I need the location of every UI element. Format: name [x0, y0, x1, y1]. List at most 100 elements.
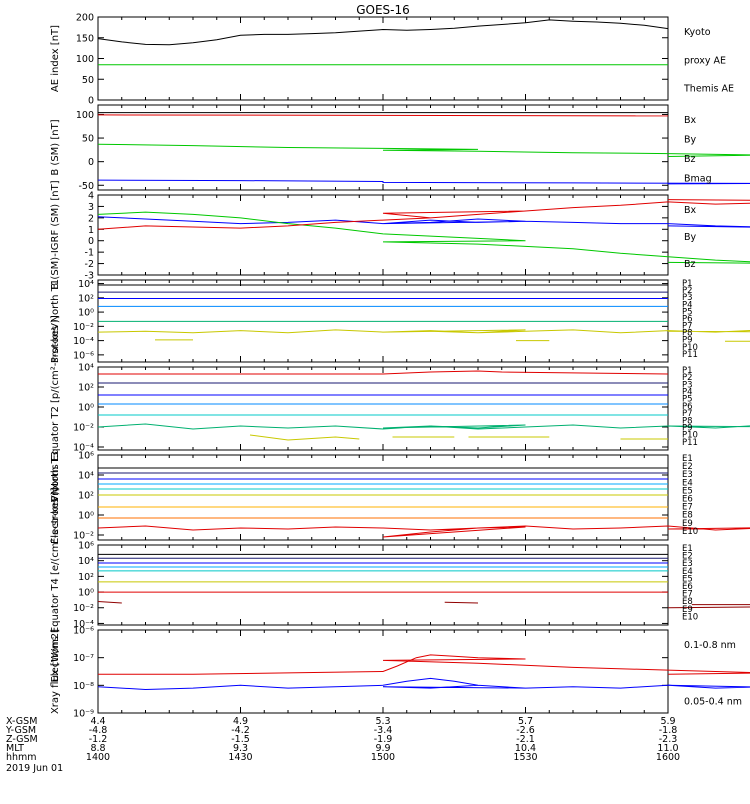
legend-entry: P3: [682, 380, 693, 390]
legend-entry: E9: [682, 605, 693, 615]
y-tick-label: 10⁴: [78, 363, 94, 374]
legend-entry: E8: [682, 597, 693, 607]
series-line: [97, 143, 750, 157]
series-line: [97, 19, 669, 46]
series-line: [97, 677, 750, 691]
series-line: [98, 370, 669, 375]
footer-value: -3.4: [374, 725, 393, 736]
y-tick-label: 10²: [78, 293, 94, 304]
y-tick-label: 10⁻²: [73, 322, 94, 333]
legend-entry: E1: [682, 454, 693, 464]
y-tick-label: 100: [76, 54, 94, 65]
y-tick-label: 10⁻²: [73, 603, 94, 614]
panel-5: 10⁴ 10² 10⁰ 10⁻² 10⁻⁴ Protons Equator T2 [p/(…: [50, 315, 750, 502]
legend-entry: proxy AE: [684, 55, 726, 66]
legend-entry: By: [684, 135, 697, 146]
y-tick-label: 10⁻⁹: [73, 709, 94, 720]
legend-entry: P1: [682, 366, 693, 376]
series-line: [97, 525, 750, 538]
footer-value: 10.4: [515, 743, 536, 754]
series-line: [98, 654, 750, 675]
legend-entry: By: [684, 232, 697, 243]
legend-entry: Bx: [684, 205, 697, 216]
legend-entry: E6: [682, 495, 693, 505]
footer-value: -1.5: [231, 734, 250, 745]
y-tick-label: 10²: [78, 383, 94, 394]
series-line: [249, 434, 360, 441]
panel-6: 10⁶ 10⁴ 10² 10⁰ 10⁻² Electrons North T3 E1E2E3…: [50, 451, 750, 544]
y-axis-label: Xray flux [W/m2]: [50, 629, 61, 714]
y-tick-label: 4: [88, 191, 94, 202]
y-tick-label: 10⁰: [78, 308, 94, 319]
y-tick-label: -1: [85, 248, 94, 259]
legend-entry: Bmag: [684, 174, 712, 185]
y-axis-label: Protons North T1: [50, 279, 61, 363]
footer-value: -4.8: [89, 725, 108, 736]
legend-entry: P4: [682, 388, 693, 398]
y-tick-label: -2: [85, 259, 94, 270]
legend-entry: Bz: [684, 154, 696, 165]
panel-1: 0 50 100 150 200 AE index [nT] Kyoto proxy AE Th…: [50, 13, 734, 107]
y-tick-label: 200: [76, 13, 94, 24]
series-line: [97, 211, 750, 264]
footer-value: 5.9: [660, 716, 675, 727]
y-tick-label: 10⁻⁴: [73, 443, 94, 454]
series-line: [97, 216, 750, 228]
footer-value: -4.2: [231, 725, 250, 736]
y-axis-label: Electrons Equator T4 [e/(cm²-s-sr-keV)]: [50, 487, 61, 682]
y-tick-label: 10⁰: [78, 511, 94, 522]
legend-entry: Bx: [684, 115, 697, 126]
legend-entry: E6: [682, 582, 693, 592]
footer-value: -2.3: [659, 734, 678, 745]
footer-value: 5.3: [375, 716, 390, 727]
footer-value: -1.9: [374, 734, 393, 745]
y-tick-label: 10⁴: [78, 556, 94, 567]
y-tick-label: 100: [76, 110, 94, 121]
legend-entry: E10: [682, 527, 698, 537]
legend-entry: P10: [682, 431, 698, 441]
footer-row-label: X-GSM: [6, 716, 37, 727]
legend-entry: E8: [682, 511, 693, 521]
footer-value: 1430: [228, 752, 252, 763]
legend-entry: P2: [682, 373, 693, 383]
legend-entry: E4: [682, 567, 693, 577]
legend-entry: Kyoto: [684, 27, 711, 38]
footer-value: 4.4: [90, 716, 105, 727]
footer-value: -2.6: [516, 725, 535, 736]
y-axis-label: Protons Equator T2 [p/(cm²-s-sr-keV)]: [50, 315, 61, 502]
legend-entry: P10: [682, 343, 698, 353]
y-tick-label: 10²: [78, 572, 94, 583]
y-axis-label: B (SM) [nT]: [50, 119, 61, 175]
series-line: [444, 601, 479, 604]
footer-row-label: Y-GSM: [5, 725, 36, 736]
footer-row-label: 2019 Jun 01: [6, 763, 63, 774]
footer-value: 4.9: [233, 716, 248, 727]
series-line: [97, 114, 669, 117]
legend-entry: P5: [682, 307, 693, 317]
legend-entry: P6: [682, 402, 693, 412]
legend-entry: E7: [682, 590, 693, 600]
y-axis-label: Electrons North T3: [50, 451, 61, 544]
legend-entry: E7: [682, 503, 693, 513]
y-tick-label: 10⁻²: [73, 531, 94, 542]
footer-value: 1530: [513, 752, 537, 763]
footer-value: 5.7: [518, 716, 533, 727]
y-tick-label: 10⁻⁶: [73, 626, 94, 637]
footer-row-label: hhmm: [6, 752, 37, 763]
legend-entry: E9: [682, 519, 693, 529]
legend-entry: E3: [682, 470, 693, 480]
series-line: [97, 179, 750, 185]
legend-entry: P4: [682, 300, 693, 310]
y-tick-label: 10²: [78, 491, 94, 502]
legend-entry: P11: [682, 438, 698, 448]
y-tick-label: 2: [88, 213, 94, 224]
y-tick-label: 10⁰: [78, 403, 94, 414]
legend-entry: P5: [682, 395, 693, 405]
y-tick-label: 10⁻⁴: [73, 619, 94, 630]
panel-7: 10⁶ 10⁴ 10² 10⁰ 10⁻² 10⁻⁴ Electrons Equator T4…: [50, 487, 750, 683]
footer-value: -2.1: [516, 734, 535, 745]
legend-entry: E2: [682, 462, 693, 472]
